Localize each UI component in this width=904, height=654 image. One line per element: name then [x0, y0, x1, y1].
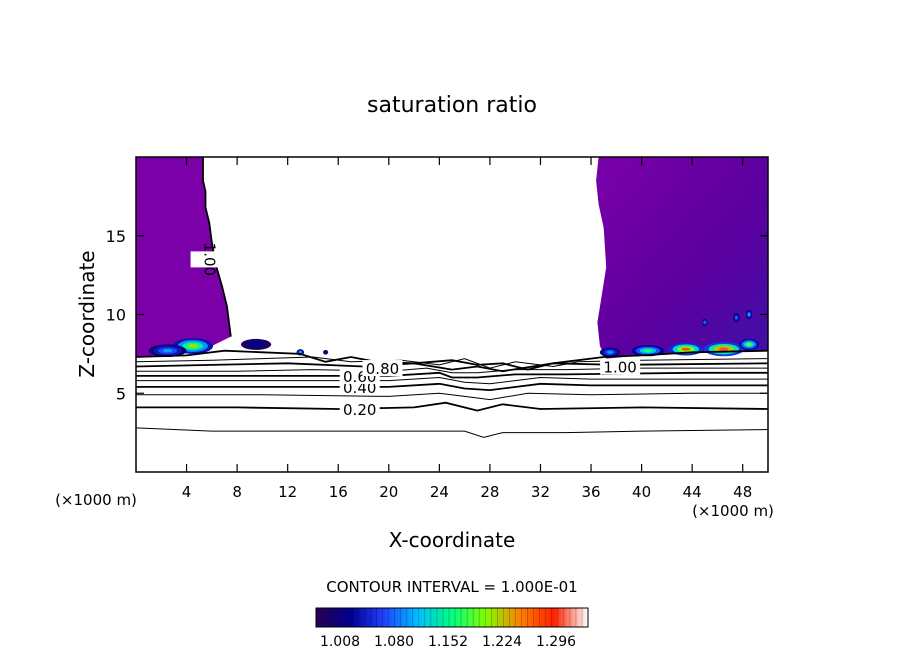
supersaturation-blob	[702, 318, 708, 327]
blob-ring	[718, 347, 729, 351]
blob-ring	[607, 350, 613, 354]
blob-ring	[187, 344, 198, 348]
supersaturation-blob	[599, 347, 621, 358]
x-unit-left: (×1000 m)	[55, 491, 137, 509]
colorbar-tick-label: 1.296	[536, 634, 576, 650]
x-tick-label: 16	[329, 483, 348, 501]
supersaturation-blob	[745, 309, 753, 320]
contour-line-0-60	[136, 371, 768, 379]
y-tick-label: 15	[106, 227, 126, 246]
x-tick-label: 28	[480, 483, 499, 501]
colorbar-tick-label: 1.224	[482, 634, 522, 650]
supersaturation-blob	[703, 342, 744, 357]
contour-label: 1.00	[603, 358, 636, 376]
blob-ring	[643, 349, 653, 353]
supersaturation-blob	[323, 349, 329, 355]
blob-ring	[681, 347, 691, 351]
contour-line-0-40	[136, 382, 768, 392]
contour-label-bg	[339, 401, 380, 417]
supersaturated-region-left	[136, 157, 231, 357]
x-tick-label: 48	[733, 483, 752, 501]
contour-line-0-90	[136, 356, 768, 369]
x-tick-label: 32	[531, 483, 550, 501]
x-tick-label: 20	[379, 483, 398, 501]
contour-line-0-50	[136, 376, 768, 385]
contour-line-1-00	[202, 157, 232, 337]
y-tick-label: 10	[106, 306, 126, 325]
colorbar-tick-label: 1.008	[320, 634, 360, 650]
x-tick-label: 8	[232, 483, 242, 501]
x-tick-label: 12	[278, 483, 297, 501]
y-axis-ticks: 5 10 15	[106, 227, 768, 403]
colorbar-tick-label: 1.080	[374, 634, 414, 650]
x-tick-label: 40	[632, 483, 651, 501]
blob-ring	[734, 316, 738, 320]
contour-line-1-00	[136, 349, 768, 371]
blob-ring	[324, 350, 328, 354]
supersaturation-blob	[738, 338, 760, 350]
contour-line-0-30	[136, 392, 768, 401]
supersaturation-blob	[148, 344, 187, 358]
contour-line-0-20	[136, 401, 768, 412]
x-axis-ticks: 4 8 12 16 20 24 28 32 36 40 44 48	[182, 157, 752, 501]
colorbar-tick-label: 1.152	[428, 634, 468, 650]
x-unit-right: (×1000 m)	[692, 502, 774, 520]
plot-area: 0.200.400.600.80 1.001.00	[136, 157, 768, 438]
x-tick-label: 44	[683, 483, 702, 501]
contour-label: 1.00	[201, 243, 219, 276]
colorbar-stripes	[321, 608, 583, 627]
contour-interval-text: CONTOUR INTERVAL = 1.000E-01	[326, 578, 577, 596]
contour-label: 0.80	[366, 360, 399, 378]
contour-labels: 0.200.400.600.80 1.001.00	[190, 243, 641, 419]
x-tick-label: 36	[581, 483, 600, 501]
contour-lines	[136, 157, 768, 438]
contour-label-bg	[362, 360, 403, 377]
supersaturated-region-right	[596, 157, 768, 359]
y-tick-label: 5	[116, 384, 126, 403]
blob-ring	[162, 349, 173, 353]
supersaturated-fill	[136, 157, 768, 359]
supersaturation-blob	[631, 345, 665, 357]
chart-title: saturation ratio	[367, 93, 537, 118]
blob-ring	[747, 313, 751, 316]
supersaturation-blob	[733, 312, 740, 323]
x-tick-label: 24	[430, 483, 449, 501]
contour-line-0-80	[136, 362, 768, 373]
colorbar-gradient	[315, 607, 589, 628]
contour-label-bg	[190, 251, 231, 268]
blob-ring	[703, 320, 707, 324]
colorbar: 1.008 1.080 1.152 1.224 1.296	[315, 607, 589, 650]
contour-label: 0.20	[343, 401, 376, 419]
contour-line-0-10	[136, 427, 768, 438]
contour-label-bg	[600, 358, 641, 375]
y-axis-label: Z-coordinate	[75, 250, 99, 377]
contour-line-0-70	[136, 367, 768, 374]
blob-ring	[746, 342, 752, 346]
colorbar-labels: 1.008 1.080 1.152 1.224 1.296	[320, 634, 576, 650]
supersaturation-blob	[240, 338, 272, 350]
blob-ring	[252, 342, 260, 346]
x-axis-label: X-coordinate	[389, 528, 516, 552]
x-tick-label: 4	[182, 483, 192, 501]
